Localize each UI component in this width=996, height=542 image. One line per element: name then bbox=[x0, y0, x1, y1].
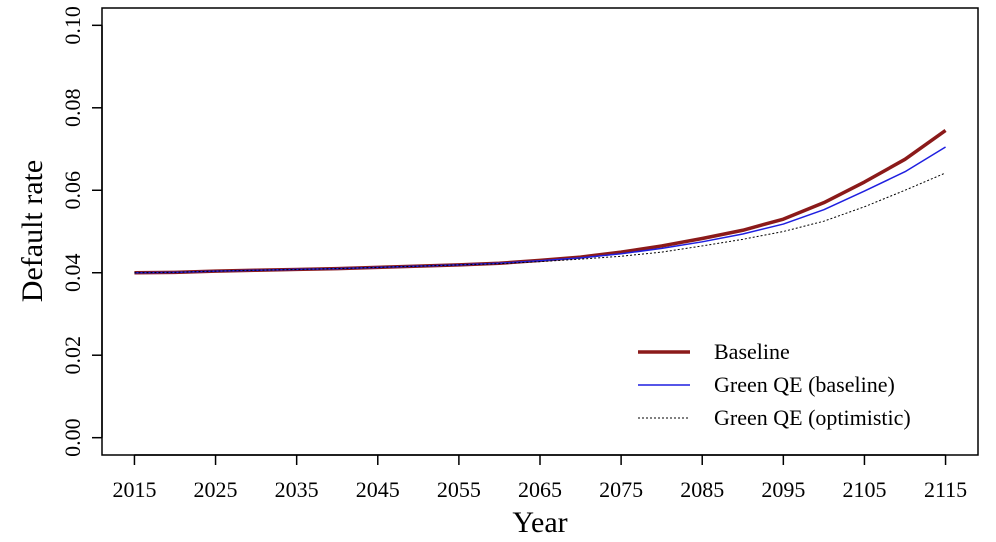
x-tick-label: 2085 bbox=[680, 477, 724, 502]
legend-label: Green QE (optimistic) bbox=[714, 405, 911, 430]
series-line bbox=[134, 129, 947, 275]
x-axis-title: Year bbox=[512, 506, 567, 539]
x-tick-label: 2025 bbox=[194, 477, 238, 502]
x-tick-label: 2105 bbox=[842, 477, 886, 502]
y-tick-label: 0.00 bbox=[60, 418, 85, 457]
legend-label: Baseline bbox=[714, 339, 790, 364]
x-tick-label: 2065 bbox=[518, 477, 562, 502]
x-tick-label: 2045 bbox=[356, 477, 400, 502]
series-line bbox=[134, 146, 946, 274]
x-tick-label: 2075 bbox=[599, 477, 643, 502]
y-tick-label: 0.02 bbox=[60, 336, 85, 375]
x-tick-label: 2055 bbox=[437, 477, 481, 502]
y-axis-title: Default rate bbox=[16, 160, 49, 302]
y-tick-label: 0.06 bbox=[60, 171, 85, 210]
legend-label: Green QE (baseline) bbox=[714, 372, 895, 397]
y-tick-label: 0.08 bbox=[60, 89, 85, 128]
x-tick-label: 2095 bbox=[761, 477, 805, 502]
x-tick-label: 2015 bbox=[112, 477, 156, 502]
x-tick-label: 2115 bbox=[924, 477, 967, 502]
series-line bbox=[134, 172, 946, 274]
y-tick-label: 0.04 bbox=[60, 253, 85, 292]
y-tick-label: 0.10 bbox=[60, 6, 85, 45]
x-tick-label: 2035 bbox=[275, 477, 319, 502]
